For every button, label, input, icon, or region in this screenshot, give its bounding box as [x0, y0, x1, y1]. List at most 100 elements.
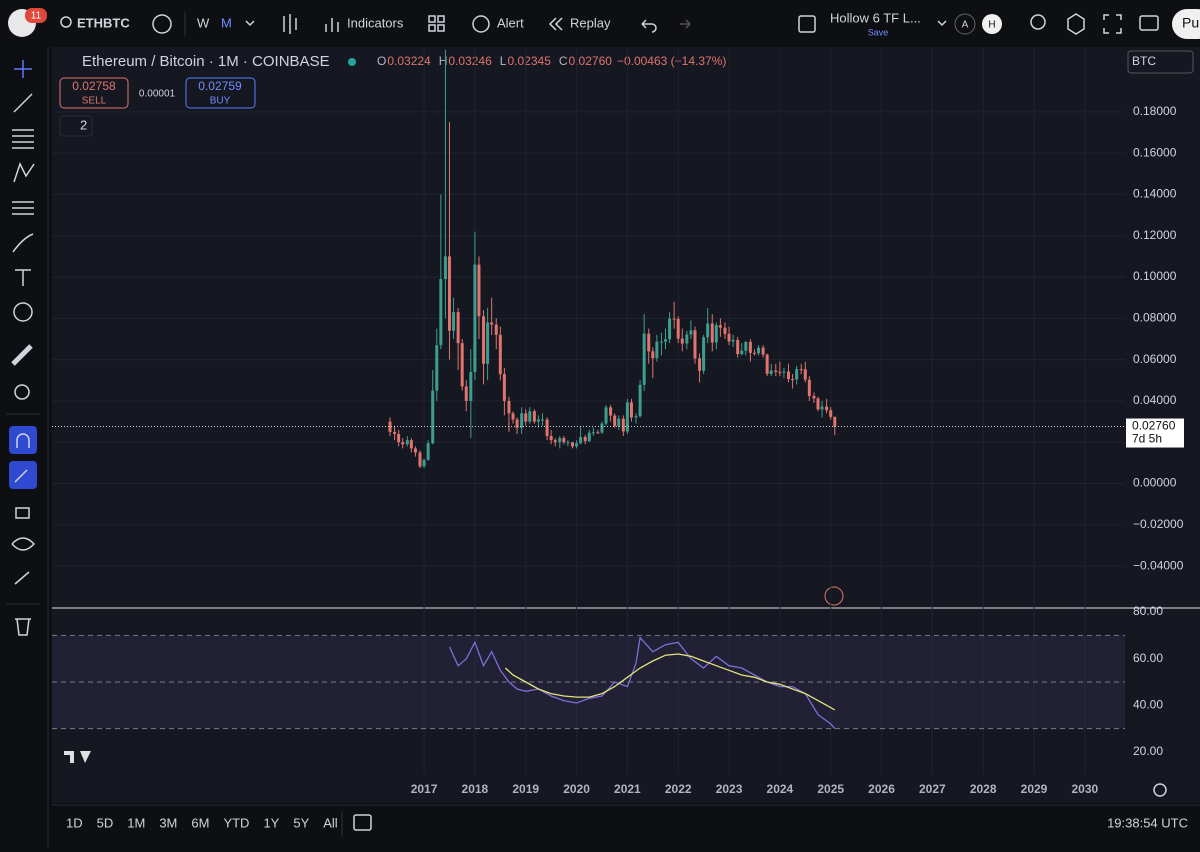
candle-body — [676, 318, 680, 339]
brush[interactable] — [12, 233, 34, 253]
change: −0.00463 (−14.37%) — [617, 54, 726, 68]
link[interactable] — [14, 571, 30, 585]
candle-body — [426, 443, 430, 460]
y-tick-label: 0.10000 — [1133, 269, 1177, 283]
trend-line[interactable] — [13, 93, 33, 113]
patterns[interactable] — [13, 162, 35, 183]
candle-body — [706, 323, 710, 338]
add-symbol[interactable] — [152, 14, 172, 34]
save[interactable]: Save — [868, 27, 889, 37]
currency-button[interactable] — [1127, 50, 1194, 74]
candle-body — [507, 400, 511, 414]
interval[interactable]: M — [221, 15, 232, 30]
crosshair[interactable] — [14, 60, 32, 78]
chevron[interactable] — [937, 20, 947, 27]
buy-label: BUY — [210, 96, 231, 107]
delete[interactable] — [15, 618, 31, 636]
candle-body — [795, 369, 799, 380]
zoom[interactable] — [14, 384, 30, 400]
ranges: 1D 5D 1M 3M 6M YTD 1Y 5Y All — [66, 815, 338, 830]
candle-body — [520, 413, 524, 428]
avatar[interactable] — [954, 13, 976, 35]
alert-icon[interactable] — [472, 15, 490, 33]
candle-body — [460, 343, 464, 387]
magnet[interactable] — [9, 426, 37, 454]
candle-body — [787, 371, 791, 380]
fib[interactable] — [12, 129, 34, 149]
range-button[interactable]: All — [323, 815, 338, 830]
fullscreen[interactable] — [1103, 14, 1122, 34]
chevron[interactable] — [245, 20, 255, 27]
candle-body — [638, 384, 642, 417]
range-button[interactable]: 1D — [66, 815, 83, 830]
events-icon[interactable] — [824, 586, 844, 606]
settings[interactable] — [1067, 13, 1085, 35]
y-tick-label: −0.02000 — [1133, 517, 1184, 531]
ruler[interactable] — [11, 344, 33, 366]
publish[interactable]: Pu — [1182, 15, 1199, 31]
candle-body — [435, 345, 439, 391]
alert[interactable]: Alert — [497, 15, 524, 30]
indicators[interactable]: Indicators — [347, 15, 404, 30]
replay-icon[interactable] — [548, 17, 563, 31]
candle-body — [575, 443, 579, 447]
range-button[interactable]: 5Y — [293, 815, 309, 830]
interval[interactable]: W — [197, 15, 210, 30]
templates[interactable] — [428, 24, 436, 32]
candle-body — [393, 431, 397, 434]
date-range[interactable] — [353, 814, 372, 831]
indicators-toggle[interactable] — [59, 115, 93, 137]
candle-body — [655, 341, 659, 359]
candle-body — [664, 339, 668, 342]
avatar[interactable] — [982, 14, 1002, 34]
templates[interactable] — [437, 24, 445, 32]
range-button[interactable]: 1M — [127, 815, 145, 830]
candle-body — [562, 438, 566, 443]
quick-search[interactable] — [1030, 14, 1046, 30]
candle-body — [748, 341, 752, 353]
candle-body — [769, 370, 773, 374]
range-button[interactable]: 1Y — [263, 815, 279, 830]
candle-body — [456, 312, 460, 344]
lock[interactable] — [15, 507, 30, 519]
search-icon[interactable] — [60, 16, 72, 28]
range-button[interactable]: 6M — [191, 815, 209, 830]
sell-button[interactable] — [59, 77, 129, 109]
range-button[interactable]: YTD — [223, 815, 249, 830]
snapshot[interactable] — [1139, 15, 1159, 31]
y-tick-label: 0.08000 — [1133, 310, 1177, 324]
hide[interactable] — [11, 537, 36, 551]
layout-name[interactable]: Hollow 6 TF L... — [830, 10, 921, 25]
text-tool[interactable] — [15, 269, 31, 286]
replay[interactable]: Replay — [570, 15, 611, 30]
publish-button[interactable] — [1172, 9, 1200, 39]
candle-body — [566, 442, 570, 444]
chart-type[interactable] — [283, 14, 297, 34]
countdown: 7d 5h — [1132, 432, 1162, 446]
candle-body — [609, 407, 613, 416]
y-tick-label: 0.12000 — [1133, 228, 1177, 242]
candle-body — [397, 433, 401, 443]
indicators-icon[interactable] — [325, 18, 339, 32]
axis-settings[interactable] — [1153, 783, 1167, 797]
candle-body — [689, 330, 693, 335]
candle-body — [524, 413, 528, 422]
emoji[interactable] — [13, 302, 33, 322]
templates[interactable] — [437, 15, 445, 23]
layout-icon[interactable] — [798, 15, 816, 33]
candle-body — [498, 334, 502, 375]
candle-body — [515, 419, 519, 428]
symbol[interactable]: ETHBTC — [77, 15, 130, 30]
undo[interactable] — [641, 19, 657, 33]
candle-body — [401, 442, 405, 445]
buy-button[interactable] — [185, 77, 256, 109]
range-button[interactable]: 3M — [159, 815, 177, 830]
templates[interactable] — [428, 15, 436, 23]
ohlc-key: C — [559, 54, 568, 68]
range-button[interactable]: 5D — [97, 815, 114, 830]
candle-body — [659, 341, 663, 343]
candle-body — [613, 415, 617, 427]
magnet-icon — [16, 433, 30, 448]
prediction[interactable] — [12, 201, 34, 215]
redo[interactable] — [680, 19, 691, 29]
